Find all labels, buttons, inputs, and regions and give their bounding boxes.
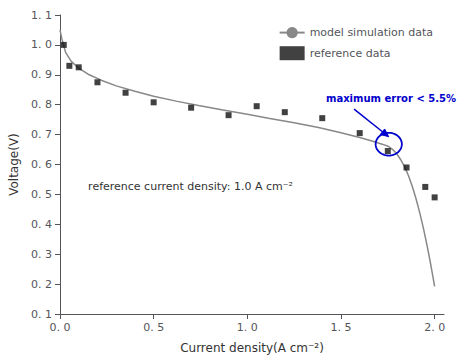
svg-text:0. 0: 0. 0 [50, 321, 71, 334]
svg-text:0. 9: 0. 9 [31, 68, 52, 81]
svg-text:maximum error < 5.5%: maximum error < 5.5% [326, 93, 456, 104]
svg-text:0. 8: 0. 8 [31, 98, 52, 111]
svg-text:1. 0: 1. 0 [31, 38, 52, 51]
svg-text:1. 1: 1. 1 [31, 9, 52, 22]
svg-text:0. 7: 0. 7 [31, 128, 52, 141]
svg-text:1. 5: 1. 5 [330, 321, 351, 334]
svg-text:0. 5: 0. 5 [31, 188, 52, 201]
svg-text:0. 1: 0. 1 [31, 308, 52, 321]
svg-text:reference current density: 1.0: reference current density: 1.0 A cm⁻² [88, 180, 293, 193]
svg-text:reference data: reference data [310, 47, 391, 60]
svg-text:1. 0: 1. 0 [237, 321, 258, 334]
svg-text:0. 6: 0. 6 [31, 158, 52, 171]
svg-text:0. 5: 0. 5 [143, 321, 164, 334]
svg-text:model simulation data: model simulation data [310, 26, 433, 39]
svg-text:0. 4: 0. 4 [31, 218, 52, 231]
svg-text:Voltage(V): Voltage(V) [7, 133, 21, 196]
svg-text:Current density(A cm⁻²): Current density(A cm⁻²) [180, 341, 324, 355]
svg-text:0. 3: 0. 3 [31, 248, 52, 261]
svg-text:0. 2: 0. 2 [31, 278, 52, 291]
svg-text:2. 0: 2. 0 [424, 321, 445, 334]
